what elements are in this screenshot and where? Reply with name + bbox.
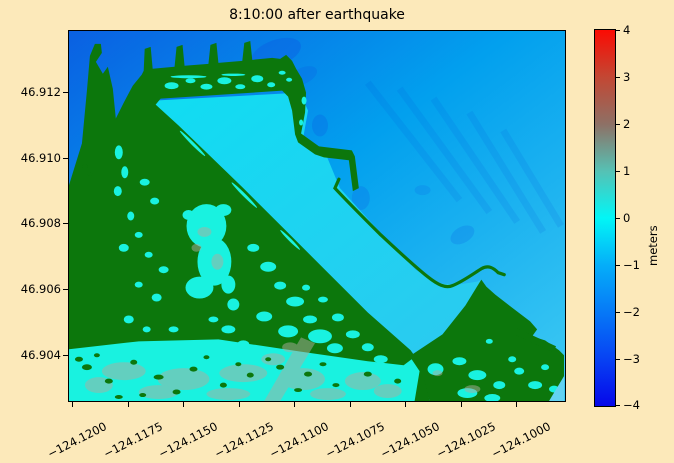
flood-mottle xyxy=(84,226,481,401)
colorbar-tick xyxy=(615,264,620,266)
colorbar-axis-label: meters xyxy=(646,225,660,266)
colorbar-tick-label: −2 xyxy=(623,304,640,319)
x-tick xyxy=(127,402,129,407)
plot-title: 8:10:00 after earthquake xyxy=(229,7,405,23)
y-tick xyxy=(63,289,68,291)
x-tick xyxy=(72,402,74,407)
y-tick xyxy=(63,223,68,225)
ocean-wave-streaks xyxy=(365,80,564,234)
x-tick xyxy=(405,402,407,407)
x-tick xyxy=(183,402,185,407)
colorbar-tick-label: −1 xyxy=(623,257,640,272)
colorbar xyxy=(594,29,616,407)
colorbar-tick xyxy=(615,311,620,313)
y-tick xyxy=(63,158,68,160)
colorbar-tick-label: 3 xyxy=(623,69,631,84)
x-tick xyxy=(516,402,518,407)
colorbar-tick xyxy=(615,76,620,78)
x-tick xyxy=(349,402,351,407)
map-plot-area xyxy=(68,30,566,402)
y-tick-label: 46.904 xyxy=(20,348,61,362)
colorbar-tick xyxy=(615,404,620,406)
y-tick xyxy=(63,355,68,357)
islets xyxy=(81,164,93,177)
colorbar-tick xyxy=(615,123,620,125)
colorbar-tick-label: −3 xyxy=(623,351,640,366)
y-tick xyxy=(63,92,68,94)
main-landmass xyxy=(69,40,430,401)
colorbar-gradient xyxy=(595,30,615,406)
colorbar-tick-label: 4 xyxy=(623,22,631,37)
tsunami-map xyxy=(69,31,565,401)
y-tick-label: 46.906 xyxy=(20,282,61,296)
colorbar-tick xyxy=(615,29,620,31)
colorbar-tick-label: 0 xyxy=(623,210,631,225)
colorbar-tick xyxy=(615,170,620,172)
y-tick-label: 46.912 xyxy=(20,85,61,99)
shallow-corner-water xyxy=(549,376,565,401)
colorbar-tick-label: 1 xyxy=(623,163,631,178)
marina-basin-water xyxy=(152,92,482,354)
x-tick xyxy=(294,402,296,407)
y-tick-label: 46.910 xyxy=(20,151,61,165)
detached-jetty-strip xyxy=(514,328,557,353)
y-tick-label: 46.908 xyxy=(20,216,61,230)
colorbar-tick-label: −4 xyxy=(623,397,640,412)
x-tick xyxy=(460,402,462,407)
flood-patches xyxy=(113,70,560,401)
colorbar-tick-label: 2 xyxy=(623,116,631,131)
breakwater-jetty xyxy=(333,177,506,289)
colorbar-tick xyxy=(615,217,620,219)
x-tick xyxy=(238,402,240,407)
dry-speckles xyxy=(74,353,402,400)
colorbar-tick xyxy=(615,358,620,360)
